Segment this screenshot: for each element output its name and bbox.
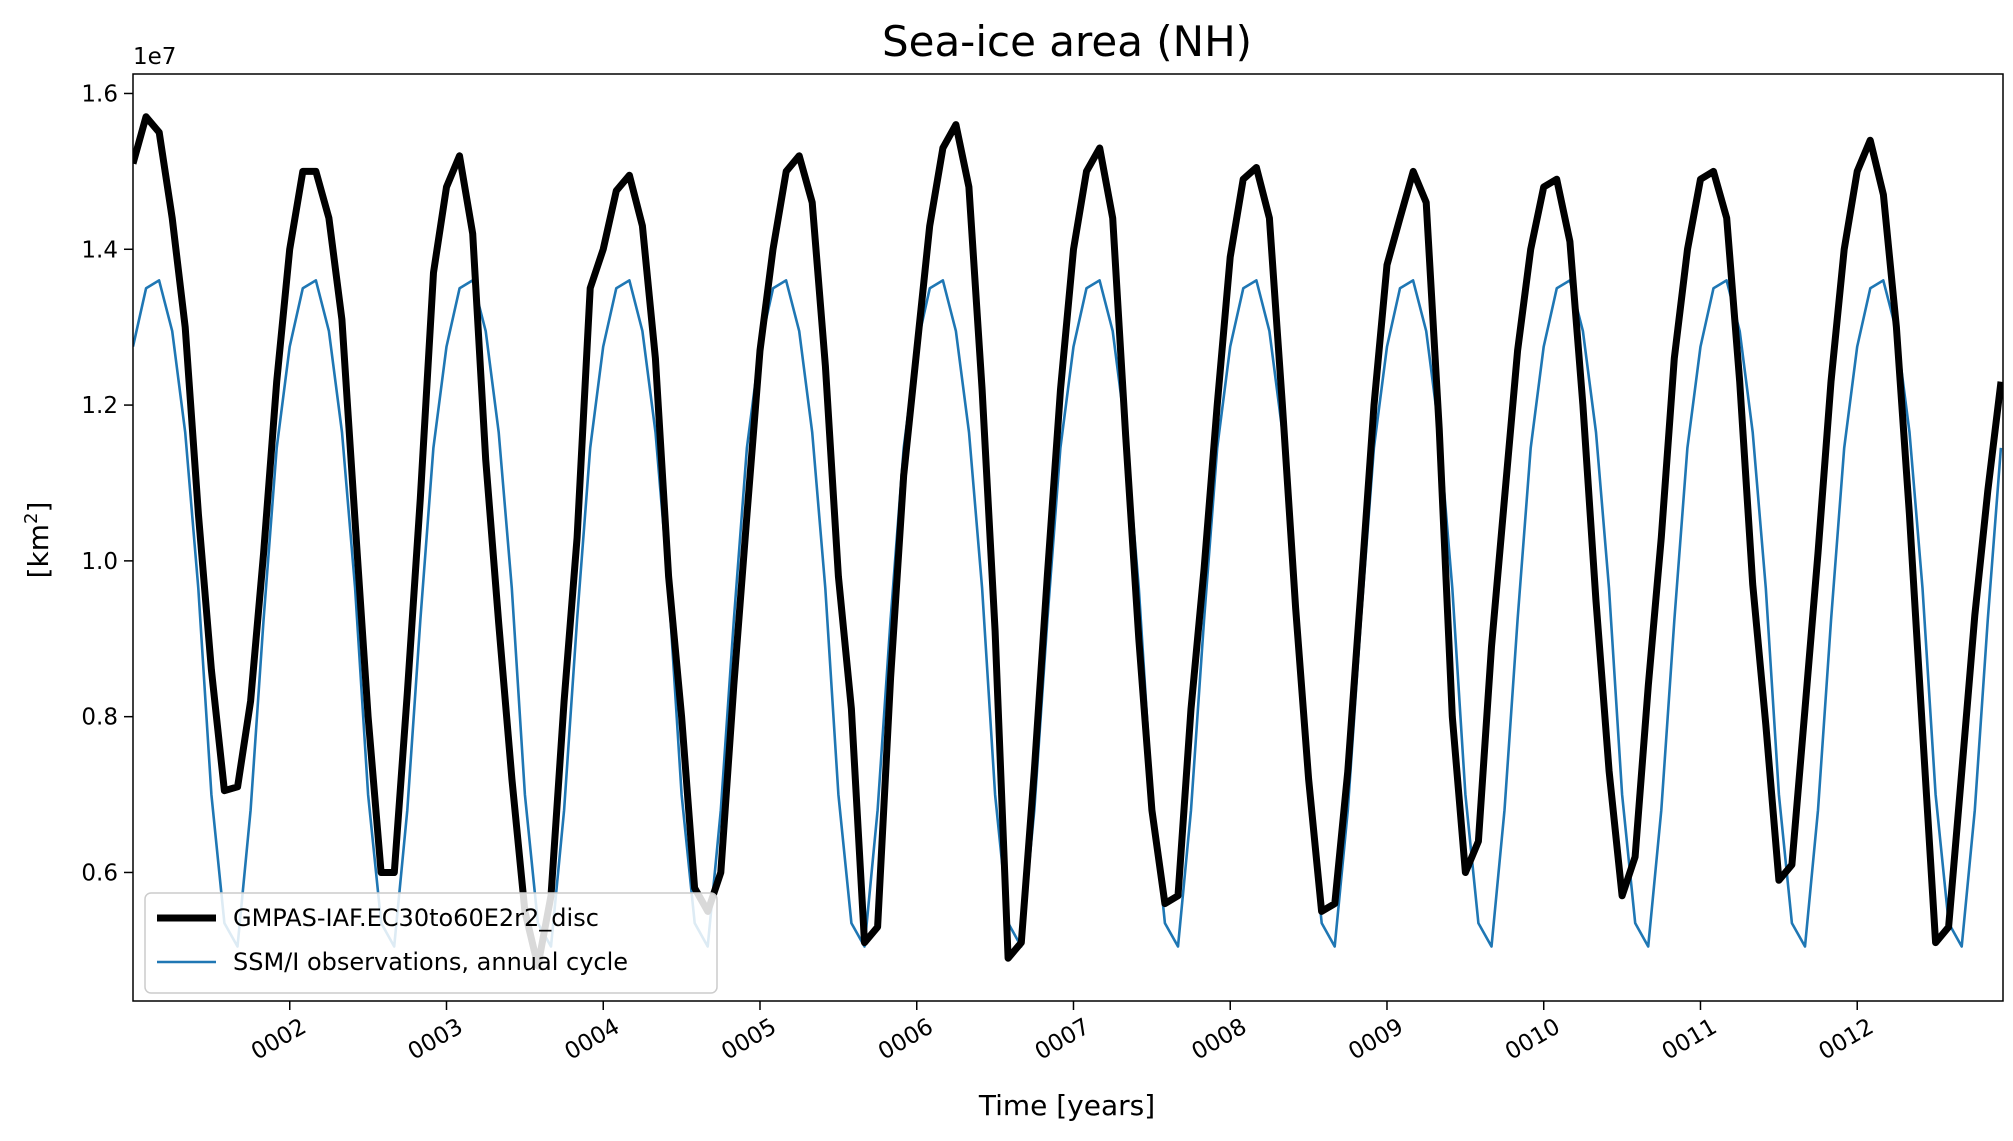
plot-frame	[132, 73, 2004, 1002]
y-axis-title-main: [km	[22, 524, 55, 578]
y-axis-title: [km2]	[21, 502, 55, 579]
x-tick-label: 0011	[1658, 1014, 1722, 1066]
x-tick-label: 0004	[561, 1014, 625, 1066]
x-tick-label: 0005	[717, 1014, 781, 1066]
series-line-model	[133, 113, 2003, 970]
legend-label-observations: SSM/I observations, annual cycle	[233, 948, 628, 976]
y-offset-label: 1e7	[133, 44, 176, 70]
x-axis: 0002 0003 0004 0005 0006 0007 0008 0009 0010 0011…	[247, 1001, 1878, 1065]
legend-label-model: GMPAS-IAF.EC30to60E2r2_disc	[233, 904, 599, 932]
y-axis-title-superscript: 2	[21, 513, 42, 524]
x-tick-label: 0008	[1188, 1014, 1252, 1066]
y-axis-title-close: ]	[22, 502, 55, 513]
y-axis: 0.6 0.8 1.0 1.2 1.4 1.6	[81, 81, 133, 886]
x-tick-label: 0003	[404, 1014, 468, 1066]
y-tick-label: 0.8	[81, 705, 118, 731]
legend-box	[144, 892, 718, 994]
y-tick-label: 1.6	[81, 81, 118, 107]
legend: GMPAS-IAF.EC30to60E2r2_disc SSM/I observ…	[144, 892, 718, 994]
x-tick-label: 0010	[1501, 1014, 1565, 1066]
x-tick-label: 0002	[247, 1014, 311, 1066]
x-tick-label: 0006	[874, 1014, 938, 1066]
series-line-observations	[133, 279, 2003, 948]
series-layer	[133, 113, 2003, 970]
y-tick-label: 1.0	[81, 549, 118, 575]
y-tick-label: 1.2	[81, 393, 118, 419]
x-tick-label: 0007	[1031, 1014, 1095, 1066]
y-tick-label: 1.4	[81, 237, 118, 263]
chart-title: Sea-ice area (NH)	[882, 17, 1252, 66]
y-tick-label: 0.6	[81, 860, 118, 886]
x-tick-label: 0012	[1815, 1014, 1879, 1066]
x-tick-label: 0009	[1344, 1014, 1408, 1066]
x-axis-title: Time [years]	[978, 1089, 1155, 1122]
